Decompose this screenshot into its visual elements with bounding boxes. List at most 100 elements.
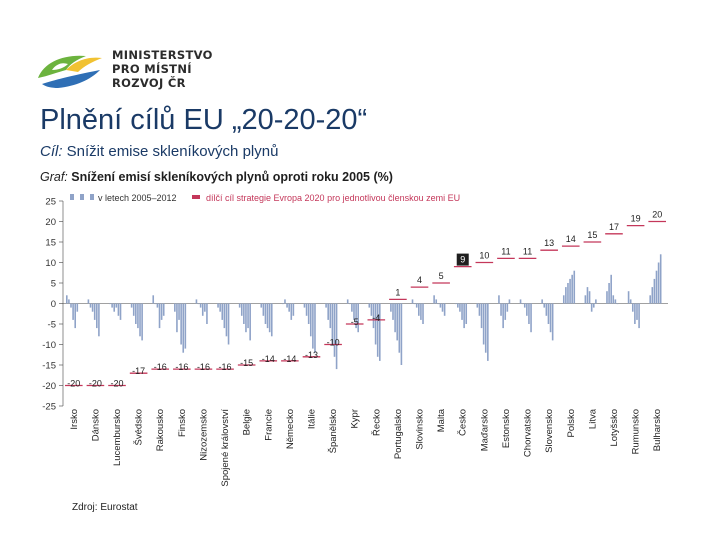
target-label: -17	[132, 366, 145, 376]
slide-subtitle: Cíl: Snížit emise skleníkových plynů	[40, 143, 278, 160]
bar-actual-15-1	[368, 303, 371, 308]
bar-actual-27-4	[634, 303, 636, 324]
bar-actual-11-4	[288, 303, 290, 312]
x-category-label: Portugalsko	[393, 409, 404, 459]
y-tick-label: 25	[45, 197, 56, 208]
x-category-label: Česko	[458, 409, 469, 436]
x-category-label: Nizozemsko	[198, 409, 209, 461]
bar-actual-17-2	[413, 303, 416, 305]
bar-actual-26-1	[606, 291, 608, 304]
bar-actual-21-3	[502, 303, 504, 329]
bar-actual-17-1	[411, 299, 414, 304]
bar-actual-2-2	[89, 303, 92, 308]
bar-actual-22-4	[526, 303, 528, 316]
bar-actual-5-1	[152, 295, 155, 304]
bar-actual-24-1	[562, 295, 565, 304]
target-label: -13	[305, 350, 318, 360]
bar-actual-28-3	[653, 278, 656, 304]
bar-actual-21-1	[498, 295, 500, 304]
bar-actual-1-3	[70, 303, 72, 308]
bar-actual-3-2	[111, 303, 113, 308]
bar-actual-9-1	[238, 303, 241, 308]
bar-actual-9-5	[247, 303, 249, 329]
x-category-label: Litva	[587, 408, 598, 429]
bar-actual-19-3	[459, 303, 461, 312]
x-category-label: Malta	[436, 408, 447, 432]
bar-actual-6-2	[176, 303, 178, 333]
bar-actual-1-1	[66, 295, 68, 304]
bar-actual-21-5	[506, 303, 509, 312]
bar-actual-5-2	[154, 303, 157, 305]
bar-actual-26-6	[616, 303, 619, 305]
x-category-label: Bulharsko	[652, 409, 663, 451]
bar-actual-24-4	[569, 278, 571, 304]
bar-actual-11-5	[290, 303, 293, 320]
x-category-label: Španělsko	[328, 409, 339, 453]
bar-actual-2-5	[96, 303, 98, 329]
target-label: -14	[262, 354, 275, 364]
bar-actual-21-2	[500, 303, 502, 316]
x-category-label: Řecko	[371, 409, 382, 436]
bar-actual-13-2	[327, 303, 329, 320]
bar-actual-12-1	[303, 303, 306, 308]
bar-actual-18-1	[433, 295, 435, 304]
bar-actual-22-6	[530, 303, 532, 333]
bar-actual-18-4	[439, 303, 442, 308]
bar-actual-1-4	[72, 303, 74, 320]
bar-actual-13-3	[329, 303, 332, 329]
bar-actual-17-3	[415, 303, 418, 308]
bar-actual-10-3	[264, 303, 267, 324]
target-label: -20	[89, 379, 102, 389]
bar-actual-23-3	[545, 303, 548, 316]
bar-actual-10-5	[268, 303, 271, 333]
bar-actual-19-1	[454, 303, 457, 305]
bar-actual-15-2	[370, 303, 373, 316]
y-tick-label: 15	[45, 238, 56, 249]
bar-actual-1-6	[76, 303, 79, 312]
bar-actual-17-5	[420, 303, 422, 320]
bar-actual-9-3	[243, 303, 245, 324]
bar-actual-12-5	[312, 303, 314, 349]
target-label: 1	[395, 287, 400, 297]
bar-actual-4-5	[139, 303, 141, 337]
y-tick-label: -10	[42, 340, 56, 351]
x-category-label: Chorvatsko	[523, 409, 534, 457]
target-label: -16	[219, 362, 232, 372]
bar-actual-1-2	[68, 299, 70, 304]
y-tick-label: -20	[42, 381, 56, 392]
target-label: 15	[587, 230, 597, 240]
bar-actual-16-3	[394, 303, 396, 333]
y-tick-label: 0	[51, 299, 56, 310]
bar-actual-5-6	[162, 303, 165, 316]
bar-actual-12-4	[309, 303, 312, 337]
bar-actual-10-1	[260, 303, 263, 308]
bar-actual-20-1	[476, 303, 479, 308]
x-category-label: Kypr	[350, 409, 361, 429]
bar-actual-12-6	[314, 303, 316, 353]
bar-actual-20-4	[482, 303, 485, 345]
x-category-label: Německo	[285, 409, 296, 449]
bar-actual-7-3	[199, 303, 202, 308]
x-category-label: Lucembursko	[112, 409, 123, 466]
x-category-label: Itálie	[306, 409, 317, 429]
y-tick-label: -5	[48, 320, 56, 331]
bar-actual-28-1	[649, 295, 651, 304]
bar-actual-14-2	[348, 303, 351, 305]
bar-actual-18-3	[437, 303, 440, 305]
bar-actual-14-3	[351, 303, 353, 312]
bar-actual-13-5	[333, 303, 336, 357]
bar-actual-13-1	[325, 303, 327, 308]
bar-actual-25-1	[584, 295, 587, 304]
target-label: -16	[197, 362, 210, 372]
x-category-label: Finsko	[177, 409, 188, 437]
target-label: 14	[566, 234, 576, 244]
bar-actual-9-6	[249, 303, 251, 341]
y-tick-label: 5	[51, 279, 56, 290]
bar-actual-16-5	[398, 303, 401, 353]
bar-actual-3-6	[119, 303, 122, 320]
bar-actual-10-4	[266, 303, 269, 329]
bar-actual-25-3	[588, 291, 591, 304]
x-category-label: Švédsko	[134, 409, 145, 445]
bar-actual-21-6	[508, 299, 511, 304]
bar-actual-16-2	[392, 303, 394, 320]
